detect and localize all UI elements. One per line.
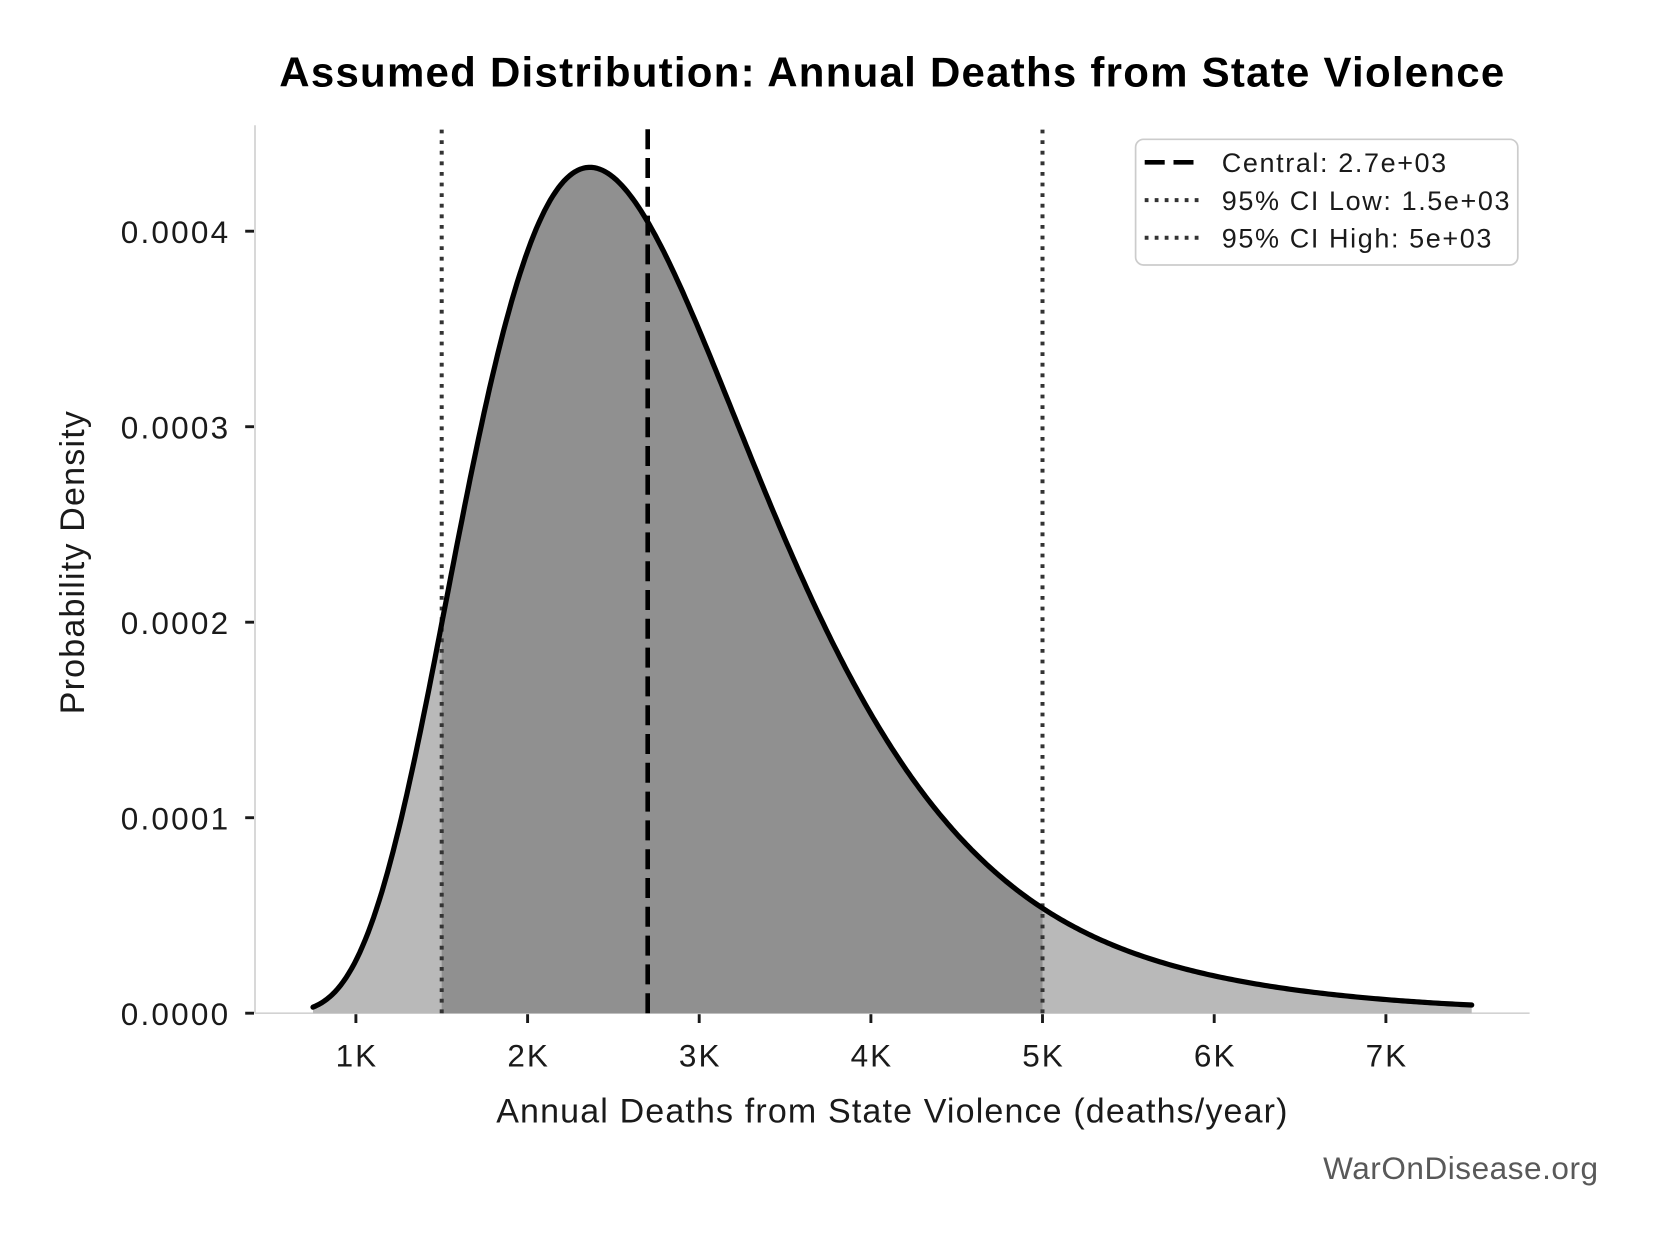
svg-text:0.0002: 0.0002 (121, 605, 231, 641)
svg-text:2K: 2K (507, 1038, 550, 1074)
svg-text:1K: 1K (336, 1038, 379, 1074)
svg-text:95% CI Low: 1.5e+03: 95% CI Low: 1.5e+03 (1222, 186, 1511, 216)
svg-text:3K: 3K (679, 1038, 722, 1074)
svg-text:Central: 2.7e+03: Central: 2.7e+03 (1222, 148, 1448, 178)
svg-text:0.0004: 0.0004 (121, 214, 231, 250)
svg-text:WarOnDisease.org: WarOnDisease.org (1323, 1150, 1598, 1186)
svg-text:0.0003: 0.0003 (121, 410, 231, 446)
svg-text:0.0000: 0.0000 (121, 996, 231, 1032)
svg-text:5K: 5K (1022, 1038, 1065, 1074)
svg-text:7K: 7K (1366, 1038, 1409, 1074)
svg-text:Assumed Distribution: Annual D: Assumed Distribution: Annual Deaths from… (279, 49, 1505, 96)
svg-text:4K: 4K (851, 1038, 894, 1074)
svg-text:Annual Deaths from State Viole: Annual Deaths from State Violence (death… (496, 1093, 1288, 1131)
svg-text:95% CI High: 5e+03: 95% CI High: 5e+03 (1222, 224, 1493, 254)
svg-text:6K: 6K (1194, 1038, 1237, 1074)
svg-text:0.0001: 0.0001 (121, 801, 231, 837)
svg-text:Probability Density: Probability Density (54, 410, 92, 714)
